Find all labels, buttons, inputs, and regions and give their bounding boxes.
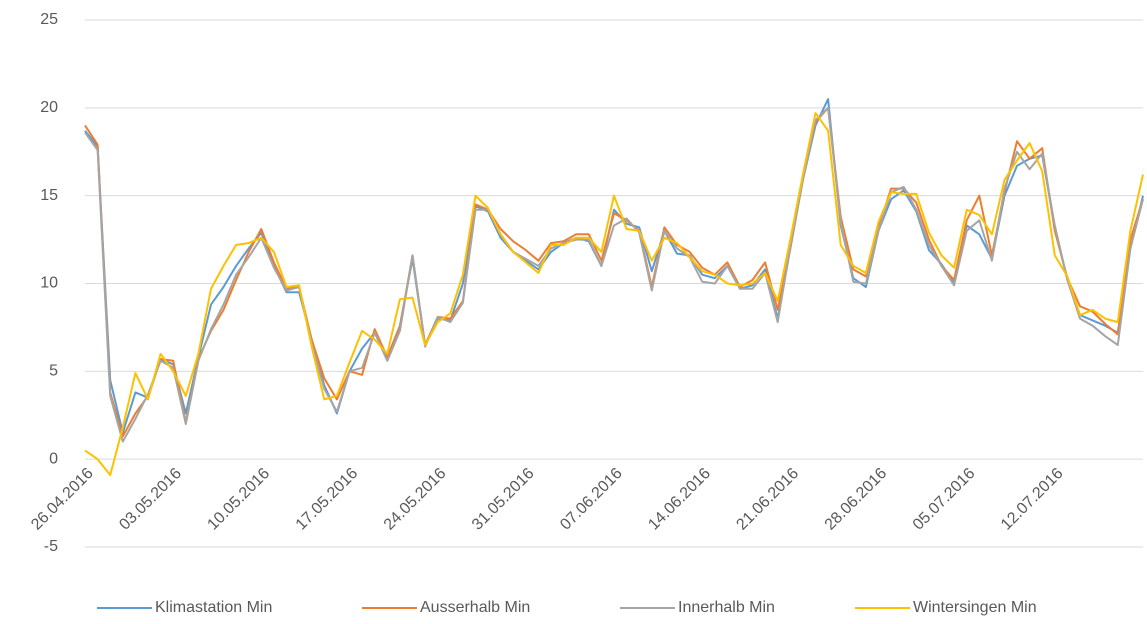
x-tick-label: 07.06.2016 <box>557 465 626 534</box>
x-tick-label: 14.06.2016 <box>645 465 714 534</box>
series-line <box>84 106 1144 438</box>
legend-label: Klimastation Min <box>155 599 272 616</box>
series-line <box>84 112 1144 476</box>
y-tick-label: 20 <box>40 99 58 116</box>
y-tick-label: -5 <box>44 538 58 555</box>
legend-label: Innerhalb Min <box>678 599 775 616</box>
x-tick-label: 03.05.2016 <box>116 465 185 534</box>
x-tick-label: 12.07.2016 <box>998 465 1067 534</box>
series-line <box>84 106 1144 443</box>
y-tick-label: 5 <box>49 363 58 380</box>
series-line <box>84 98 1144 434</box>
x-tick-label: 17.05.2016 <box>293 465 362 534</box>
legend-label: Ausserhalb Min <box>420 599 530 616</box>
y-tick-label: 25 <box>40 11 58 28</box>
x-tick-label: 28.06.2016 <box>822 465 891 534</box>
x-tick-label: 10.05.2016 <box>205 465 274 534</box>
y-tick-label: 15 <box>40 187 58 204</box>
x-tick-label: 26.04.2016 <box>28 465 97 534</box>
x-tick-label: 31.05.2016 <box>469 465 538 534</box>
y-tick-label: 10 <box>40 275 58 292</box>
x-tick-label: 24.05.2016 <box>381 465 450 534</box>
y-tick-label: 0 <box>49 450 58 467</box>
x-tick-label: 05.07.2016 <box>910 465 979 534</box>
x-tick-label: 21.06.2016 <box>734 465 803 534</box>
legend-label: Wintersingen Min <box>913 599 1037 616</box>
